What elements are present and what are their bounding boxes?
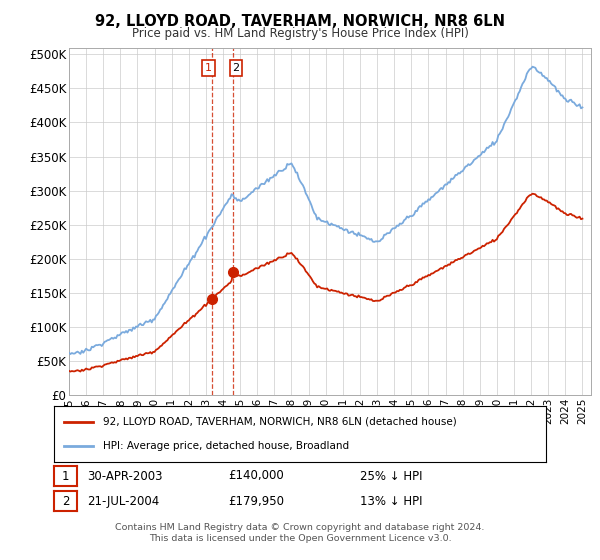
Text: 13% ↓ HPI: 13% ↓ HPI	[360, 494, 422, 508]
Text: 1: 1	[205, 63, 212, 73]
Text: 30-APR-2003: 30-APR-2003	[87, 469, 163, 483]
Text: £140,000: £140,000	[228, 469, 284, 483]
Text: 21-JUL-2004: 21-JUL-2004	[87, 494, 159, 508]
Text: 92, LLOYD ROAD, TAVERHAM, NORWICH, NR8 6LN (detached house): 92, LLOYD ROAD, TAVERHAM, NORWICH, NR8 6…	[103, 417, 457, 427]
Text: Contains HM Land Registry data © Crown copyright and database right 2024.
This d: Contains HM Land Registry data © Crown c…	[115, 524, 485, 543]
Text: 25% ↓ HPI: 25% ↓ HPI	[360, 469, 422, 483]
Text: £179,950: £179,950	[228, 494, 284, 508]
Text: 1: 1	[62, 469, 69, 483]
Text: 2: 2	[62, 494, 69, 508]
Text: 92, LLOYD ROAD, TAVERHAM, NORWICH, NR8 6LN: 92, LLOYD ROAD, TAVERHAM, NORWICH, NR8 6…	[95, 14, 505, 29]
Text: HPI: Average price, detached house, Broadland: HPI: Average price, detached house, Broa…	[103, 441, 349, 451]
Text: Price paid vs. HM Land Registry's House Price Index (HPI): Price paid vs. HM Land Registry's House …	[131, 27, 469, 40]
Text: 2: 2	[232, 63, 239, 73]
